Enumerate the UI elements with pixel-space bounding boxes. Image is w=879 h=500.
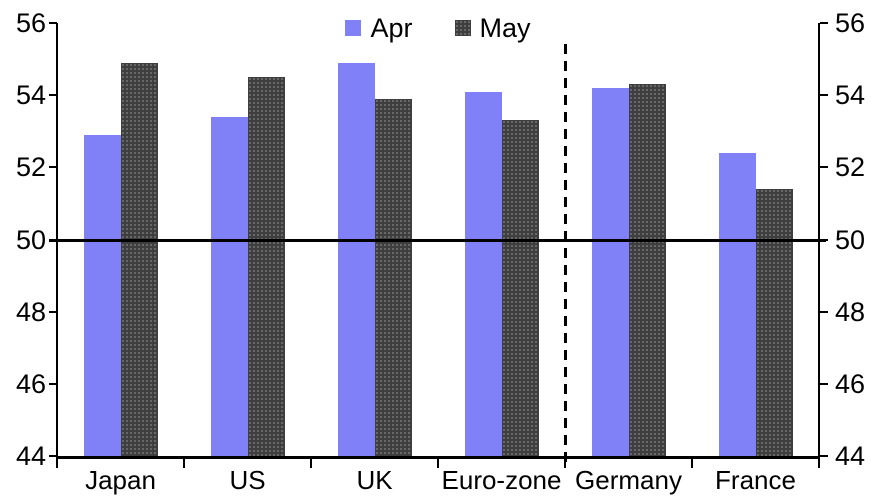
- bar-may-france: [755, 188, 793, 456]
- bar-may-japan: [120, 62, 158, 456]
- y-tick-label-left-52: 52: [15, 152, 46, 183]
- legend: Apr May: [57, 13, 819, 43]
- dashed-separator-line: [563, 44, 567, 465]
- y-tick-label-left-56: 56: [15, 8, 46, 38]
- y-tick-label-right-56: 56: [835, 8, 866, 38]
- bar-may-uk: [374, 98, 412, 456]
- bar-apr-uk: [337, 62, 375, 456]
- y-tick-left-46: [49, 382, 57, 385]
- y-tick-left-44: [49, 455, 57, 457]
- bar-may-germany: [628, 84, 666, 456]
- y-tick-label-right-54: 54: [835, 80, 866, 111]
- apr-swatch-icon: [345, 20, 362, 36]
- y-tick-label-right-50: 50: [835, 224, 866, 255]
- y-tick-right-54: [820, 94, 828, 97]
- y-tick-right-48: [820, 310, 828, 313]
- legend-label-may: May: [479, 13, 531, 43]
- y-tick-label-left-54: 54: [15, 80, 46, 111]
- bar-apr-france: [718, 152, 756, 456]
- y-tick-left-56: [49, 22, 57, 24]
- y-tick-right-44: [820, 455, 828, 457]
- x-boundary-tick-6: [818, 459, 820, 468]
- x-boundary-tick-4: [564, 459, 566, 468]
- x-boundary-tick-1: [183, 459, 185, 468]
- legend-item-may: May: [454, 13, 531, 43]
- bar-apr-us: [210, 116, 248, 456]
- y-tick-right-56: [820, 22, 828, 24]
- legend-label-apr: Apr: [370, 13, 413, 43]
- y-tick-label-left-44: 44: [15, 441, 46, 471]
- bar-may-euro-zone: [501, 120, 539, 456]
- category-label-france: France: [715, 465, 796, 495]
- y-tick-label-left-48: 48: [15, 296, 46, 327]
- y-tick-left-48: [49, 310, 57, 313]
- category-label-germany: Germany: [575, 465, 682, 495]
- category-label-euro-zone: Euro-zone: [441, 465, 562, 495]
- y-tick-label-left-50: 50: [15, 224, 46, 255]
- category-label-uk: UK: [356, 465, 393, 495]
- y-tick-label-left-46: 46: [15, 368, 46, 399]
- x-axis-line: [56, 456, 820, 459]
- x-boundary-tick-5: [691, 459, 693, 468]
- y-tick-label-right-48: 48: [835, 296, 866, 327]
- may-swatch-icon: [454, 20, 471, 36]
- category-label-japan: Japan: [85, 465, 156, 495]
- y-tick-right-46: [820, 382, 828, 385]
- x-boundary-tick-3: [437, 459, 439, 468]
- x-boundary-tick-0: [56, 459, 58, 468]
- category-label-us: US: [229, 465, 266, 495]
- y-tick-left-52: [49, 166, 57, 169]
- benchmark-line-50: [49, 238, 826, 242]
- bar-may-us: [247, 77, 285, 456]
- y-tick-left-54: [49, 94, 57, 97]
- y-tick-right-52: [820, 166, 828, 169]
- bar-apr-germany: [591, 87, 629, 456]
- y-tick-label-right-44: 44: [835, 441, 866, 471]
- legend-item-apr: Apr: [345, 13, 413, 43]
- y-tick-label-right-52: 52: [835, 152, 866, 183]
- y-tick-label-right-46: 46: [835, 368, 866, 399]
- bar-apr-euro-zone: [464, 91, 502, 456]
- x-boundary-tick-2: [310, 459, 312, 468]
- bar-apr-japan: [83, 134, 121, 456]
